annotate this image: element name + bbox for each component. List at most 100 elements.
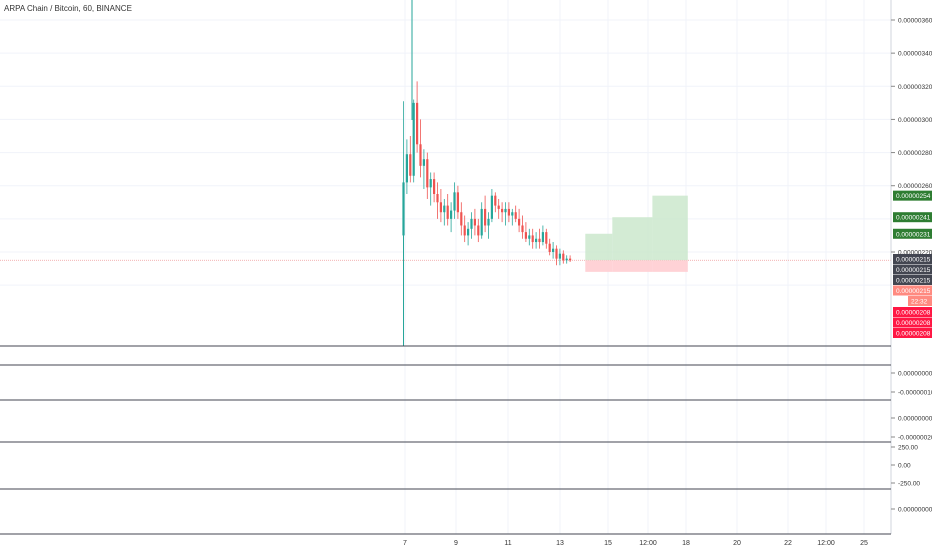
candle-body: [422, 159, 425, 166]
x-tick-label: 18: [682, 540, 690, 547]
candle-body: [473, 218, 476, 226]
stop-price-tag: [893, 328, 932, 338]
y-tick-label: 0.00000220: [898, 250, 932, 257]
countdown-tag: [908, 296, 932, 306]
candle-body: [402, 182, 405, 236]
candle-body: [463, 225, 466, 236]
target-price-label: 0.00000241: [896, 215, 931, 222]
candle-body: [419, 144, 422, 166]
sub-tick-label: -250.00: [898, 481, 920, 488]
candle-body: [484, 208, 487, 226]
grid: [0, 0, 891, 534]
target-price-tag: [893, 212, 932, 223]
candle-body: [555, 248, 558, 259]
candle-body: [507, 208, 510, 216]
price-tag-label: 0.00000215: [896, 278, 931, 285]
candle-body: [545, 232, 548, 244]
candle-body: [569, 258, 572, 261]
price-tag: [893, 254, 932, 264]
price-tag: [893, 285, 932, 296]
candles: [402, 0, 572, 346]
sub-tick-label: 0.00000000: [898, 416, 932, 423]
candle-body: [524, 232, 527, 239]
x-tick-label: 12:00: [817, 540, 835, 547]
sub-tick-label: 0.00: [898, 463, 911, 470]
countdown-label: 22:32: [911, 299, 928, 306]
x-tick-label: 13: [556, 540, 564, 547]
price-axis: 0.00000360 0.00000340 0.00000320 0.00000300…: [890, 0, 932, 534]
candle-body: [456, 192, 459, 213]
candle-body: [535, 238, 538, 243]
candle-body: [528, 235, 531, 239]
sub-tick-label: -0.00000010: [898, 390, 932, 397]
y-tick-label: 0.00000360: [898, 18, 932, 25]
candle-body: [460, 212, 463, 226]
candle-body: [439, 202, 442, 213]
x-tick-label: 22: [784, 540, 792, 547]
target-price-label: 0.00000254: [896, 193, 931, 200]
price-tag: [893, 275, 932, 285]
stop-price-label: 0.00000208: [896, 331, 931, 338]
candle-body: [450, 210, 453, 219]
target-price-label: 0.00000231: [896, 231, 931, 238]
candle-body: [470, 218, 473, 229]
loss-zone: [612, 260, 653, 272]
price-tag-label: 0.00000215: [896, 288, 931, 295]
profit-zone: [612, 217, 653, 261]
candle-body: [504, 208, 507, 213]
candle-body: [405, 154, 408, 183]
candle-body: [501, 208, 504, 213]
stop-price-label: 0.00000208: [896, 320, 931, 327]
candle-body: [443, 205, 446, 213]
target-price-tag: [893, 190, 932, 201]
stop-price-label: 0.00000208: [896, 310, 931, 317]
price-tag-label: 0.00000215: [896, 257, 931, 264]
price-tag: [893, 264, 932, 275]
candle-body: [480, 208, 483, 236]
sub-panels: 0.00000000 -0.00000010 0.00000000 -0.000000…: [0, 345, 932, 535]
x-tick-label: 15: [604, 540, 612, 547]
chart-title: ARPA Chain / Bitcoin, 60, BINANCE: [4, 4, 132, 13]
x-tick-label: 12:00: [639, 540, 657, 547]
y-tick-label: 0.00000260: [898, 183, 932, 190]
sub-tick-label: 0.00000000: [898, 507, 932, 514]
candle-body: [541, 232, 544, 243]
candle-body: [436, 194, 439, 203]
x-tick-label: 11: [504, 540, 511, 547]
x-tick-label: 7: [403, 540, 407, 547]
y-tick-label: 0.00000340: [898, 51, 932, 58]
x-tick-label: 20: [733, 540, 741, 547]
candle-body: [531, 235, 534, 243]
loss-zone: [585, 260, 613, 272]
candle-body: [412, 102, 415, 176]
candle-body: [490, 195, 493, 219]
profit-zone: [585, 233, 613, 261]
target-price-tag: [893, 228, 932, 239]
candle-body: [453, 192, 456, 211]
candle-body: [497, 205, 500, 209]
candle-body: [548, 243, 551, 252]
candle-body: [538, 238, 541, 243]
sub-tick-label: 0.00000000: [898, 371, 932, 378]
candle-body: [416, 102, 419, 145]
candle-body: [426, 159, 429, 188]
candle-body: [494, 195, 497, 206]
candle-body: [409, 154, 412, 176]
y-tick-label: 0.00000280: [898, 150, 932, 157]
candle-body: [433, 179, 436, 194]
y-tick-label: 0.00000300: [898, 117, 932, 124]
y-tick-label: 0.00000320: [898, 84, 932, 91]
candle-body: [429, 179, 432, 188]
position-zones: [585, 195, 688, 272]
candle-body: [446, 205, 449, 219]
candle-body: [562, 253, 565, 261]
x-tick-label: 25: [860, 540, 868, 547]
candle-body: [514, 212, 517, 219]
x-tick-label: 9: [454, 540, 458, 547]
time-axis: 7 9 11 13 15 12:00 18 20 22 12:00 25: [403, 540, 868, 547]
sub-tick-label: 250.00: [898, 445, 918, 452]
sub-tick-label: -0.00000020: [898, 435, 932, 442]
price-tag-label: 0.00000215: [896, 267, 931, 274]
candle-body: [565, 258, 568, 261]
